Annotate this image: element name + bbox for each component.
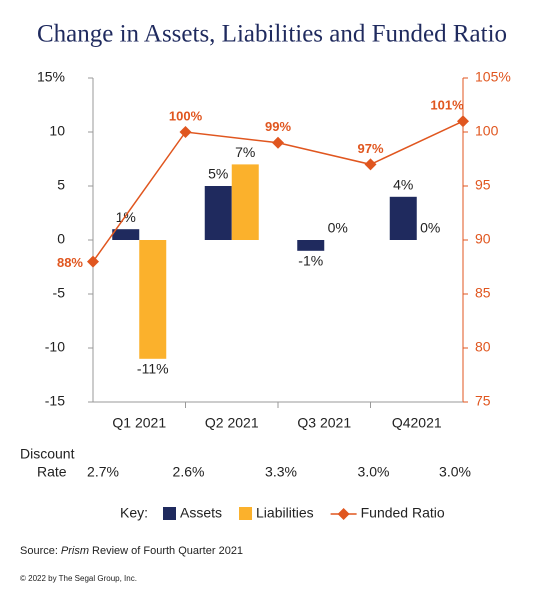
x-tick-label: Q3 2021 [297, 415, 351, 431]
discount-rate: 3.0% [358, 464, 390, 480]
bar [231, 164, 259, 240]
bar-value-label: 0% [420, 220, 440, 236]
funded-ratio-marker [364, 158, 377, 171]
discount-rate: 2.6% [173, 464, 205, 480]
bar-value-label: 5% [208, 166, 228, 182]
funded-ratio-label: 99% [265, 119, 291, 134]
legend-label: Funded Ratio [361, 505, 445, 521]
source-part: Source: [20, 545, 58, 557]
funded-ratio-label: 100% [169, 108, 203, 123]
x-tick-label: Q42021 [392, 415, 442, 431]
bar [389, 196, 417, 240]
discount-label: Rate [37, 464, 67, 480]
legend-label: Assets [180, 505, 222, 521]
funded-ratio-marker [272, 136, 284, 149]
y2-tick-label: 95 [475, 177, 491, 193]
bar-value-label: -11% [137, 361, 169, 377]
copyright: © 2022 by The Segal Group, Inc. [20, 574, 137, 583]
legend-swatch [239, 507, 253, 520]
bar-value-label: 7% [235, 144, 255, 160]
y2-tick-label: 80 [475, 339, 491, 355]
funded-ratio-marker [457, 115, 469, 128]
y-tick-label: 5 [57, 177, 65, 193]
chart-title: Change in Assets, Liabilities and Funded… [37, 21, 507, 48]
y-tick-label: -15 [45, 393, 65, 409]
legend-label: Liabilities [256, 505, 314, 521]
legend-key: Key: [120, 505, 148, 521]
bar-value-label: -1% [298, 253, 323, 269]
y-tick-label: 15% [37, 69, 65, 85]
bar [204, 186, 232, 240]
bar [112, 229, 140, 240]
source-part: Review of Fourth Quarter 2021 [92, 545, 243, 557]
discount-rate: 3.0% [439, 464, 471, 480]
y-tick-label: -5 [53, 285, 66, 301]
legend-marker [337, 508, 350, 520]
y2-tick-label: 85 [475, 285, 491, 301]
source-part: Prism [61, 545, 89, 557]
y2-tick-label: 75 [475, 393, 491, 409]
funded-ratio-marker [179, 126, 192, 138]
y-tick-label: 10 [49, 123, 65, 139]
y-tick-label: -10 [45, 339, 65, 355]
bar-value-label: 4% [393, 177, 413, 193]
x-tick-label: Q1 2021 [112, 415, 166, 431]
x-tick-label: Q2 2021 [205, 415, 259, 431]
source: Source: Prism Review of Fourth Quarter 202… [20, 545, 243, 557]
legend-swatch [163, 507, 176, 520]
bar [297, 240, 325, 251]
discount-rate: 2.7% [87, 464, 119, 480]
bar-value-label: 0% [328, 220, 348, 236]
funded-ratio-label: 88% [57, 255, 83, 270]
y-tick-label: 0 [57, 231, 65, 247]
bar [139, 240, 167, 359]
discount-label: Discount [20, 446, 75, 462]
y2-tick-label: 105% [475, 69, 511, 85]
y2-tick-label: 90 [475, 231, 491, 247]
funded-ratio-label: 101% [430, 98, 464, 113]
funded-ratio-label: 97% [357, 141, 383, 156]
discount-rate: 3.3% [265, 464, 297, 480]
y2-tick-label: 100 [475, 123, 499, 139]
funded-ratio-marker [87, 255, 99, 268]
